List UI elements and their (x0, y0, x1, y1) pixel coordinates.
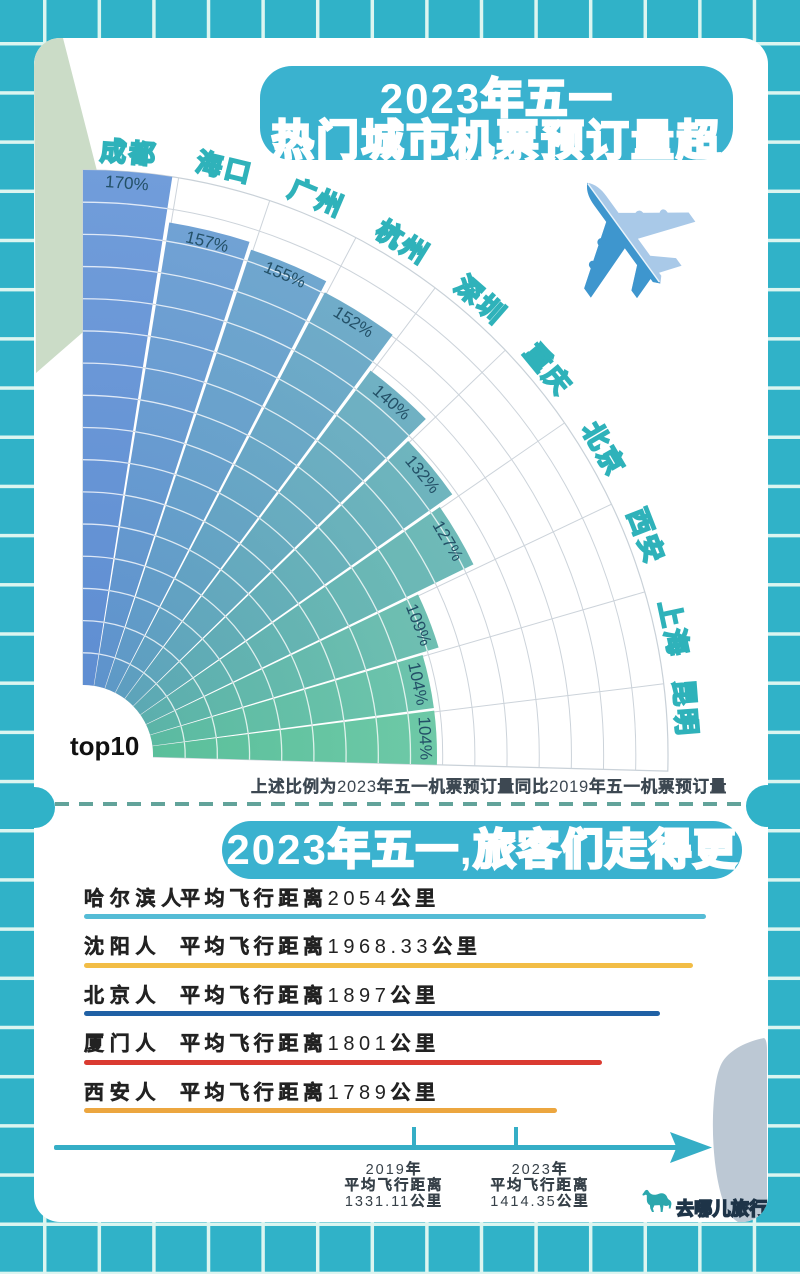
svg-text:170%: 170% (104, 172, 149, 194)
svg-text:成都: 成都 (99, 136, 159, 170)
svg-text:昆明: 昆明 (668, 679, 702, 739)
svg-text:海口: 海口 (193, 146, 256, 189)
svg-text:104%: 104% (415, 716, 436, 760)
